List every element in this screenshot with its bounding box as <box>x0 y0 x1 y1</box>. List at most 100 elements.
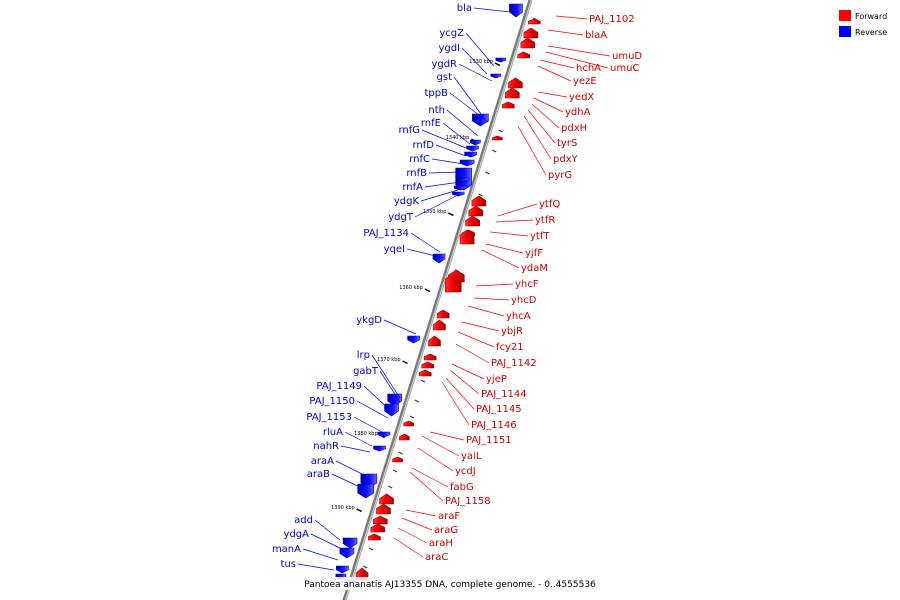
forward-gene-arrow <box>517 51 531 59</box>
reverse-gene-arrow <box>490 73 502 79</box>
forward-gene-leader <box>445 377 475 410</box>
forward-gene-label[interactable]: PAJ_1142 <box>491 358 537 369</box>
reverse-gene-label[interactable]: rnfD <box>413 140 435 151</box>
forward-gene-label[interactable]: yhcD <box>511 295 537 306</box>
reverse-gene-label[interactable]: araB <box>307 469 330 480</box>
forward-gene-label[interactable]: PAJ_1102 <box>589 14 635 25</box>
forward-gene-label[interactable]: fabG <box>450 482 474 493</box>
reverse-gene-leader <box>335 460 367 477</box>
reverse-gene-label[interactable]: rnfE <box>421 118 441 129</box>
reverse-gene-label[interactable]: yqeI <box>384 244 405 255</box>
reverse-gene-label[interactable]: rnfB <box>406 168 427 179</box>
forward-gene-label[interactable]: araC <box>425 552 448 563</box>
backbone-marker <box>485 171 490 175</box>
forward-gene-label[interactable]: PAJ_1145 <box>476 404 522 415</box>
forward-gene-arrow <box>421 361 434 369</box>
reverse-gene-arrow <box>373 445 386 452</box>
reverse-gene-label[interactable]: rnfG <box>398 125 420 136</box>
tick-mark <box>448 212 454 217</box>
forward-gene-label[interactable]: ytfQ <box>539 199 560 210</box>
reverse-gene-arrow <box>377 431 391 438</box>
forward-gene-label[interactable]: ytfT <box>530 231 550 242</box>
reverse-gene-leader <box>461 47 488 75</box>
reverse-gene-leader <box>473 7 511 13</box>
reverse-gene-label[interactable]: ykgD <box>356 315 382 326</box>
reverse-gene-label[interactable]: tppB <box>425 88 449 99</box>
reverse-gene-label[interactable]: ydgT <box>388 212 414 223</box>
forward-gene-label[interactable]: ytfR <box>535 215 555 226</box>
forward-gene-label[interactable]: pdxY <box>553 154 579 165</box>
forward-gene-arrow <box>505 87 520 99</box>
forward-gene-label[interactable]: araF <box>438 511 460 522</box>
reverse-gene-arrow <box>456 177 469 183</box>
forward-gene-label[interactable]: ybjR <box>501 326 523 337</box>
forward-gene-leader <box>411 467 449 488</box>
reverse-gene-label[interactable]: ygdR <box>431 59 457 70</box>
reverse-gene-label[interactable]: araA <box>311 456 334 467</box>
forward-gene-label[interactable]: PAJ_1151 <box>466 435 512 446</box>
forward-gene-arrow <box>523 27 539 39</box>
reverse-gene-label[interactable]: nth <box>428 105 445 116</box>
forward-gene-label[interactable]: ydaM <box>521 263 548 274</box>
reverse-gene-label[interactable]: ydgK <box>394 196 420 207</box>
reverse-gene-label[interactable]: add <box>294 515 313 526</box>
forward-gene-label[interactable]: PAJ_1146 <box>471 420 517 431</box>
forward-gene-label[interactable]: yaiL <box>461 451 482 462</box>
reverse-gene-label[interactable]: nahR <box>313 441 339 452</box>
forward-gene-leader <box>539 59 575 69</box>
forward-gene-label[interactable]: pdxH <box>561 123 587 134</box>
forward-gene-label[interactable]: yedX <box>569 92 594 103</box>
forward-gene-label[interactable]: hchA <box>576 63 601 74</box>
forward-gene-label[interactable]: pyrG <box>548 170 572 181</box>
reverse-gene-label[interactable]: ygdI <box>438 43 460 54</box>
reverse-gene-label[interactable]: tus <box>281 559 296 570</box>
reverse-gene-label[interactable]: bla <box>457 3 472 14</box>
forward-gene-label[interactable]: yezE <box>573 76 597 87</box>
reverse-gene-label[interactable]: rnfA <box>402 182 423 193</box>
reverse-gene-leader <box>340 445 371 453</box>
forward-gene-label[interactable]: ycdJ <box>455 466 476 477</box>
forward-gene-label[interactable]: umuD <box>612 51 642 62</box>
forward-gene-leader <box>523 115 552 160</box>
forward-gene-arrow <box>376 503 391 515</box>
forward-gene-label[interactable]: tyrS <box>557 138 577 149</box>
reverse-gene-label[interactable]: rnfC <box>409 154 430 165</box>
forward-gene-leader <box>489 231 529 237</box>
reverse-gene-label[interactable]: rluA <box>323 427 343 438</box>
reverse-gene-label[interactable]: PAJ_1150 <box>309 396 355 407</box>
reverse-gene-leader <box>310 533 345 551</box>
forward-gene-arrow <box>459 229 475 245</box>
forward-gene-label[interactable]: PAJ_1144 <box>481 389 527 400</box>
backbone-marker <box>363 565 368 569</box>
reverse-gene-label[interactable]: manA <box>272 544 301 555</box>
reverse-gene-label[interactable]: PAJ_1134 <box>363 228 409 239</box>
reverse-gene-label[interactable]: ydgA <box>284 529 310 540</box>
reverse-gene-arrow <box>432 253 446 264</box>
reverse-gene-leader <box>363 385 393 413</box>
forward-gene-label[interactable]: araG <box>434 525 458 536</box>
forward-gene-label[interactable]: ydhA <box>565 107 591 118</box>
forward-gene-label[interactable]: yjfF <box>525 248 543 259</box>
forward-gene-label[interactable]: PAJ_1158 <box>445 496 491 507</box>
tick-label: 1360 kbp <box>399 285 423 291</box>
forward-gene-label[interactable]: yjeP <box>486 374 507 385</box>
reverse-gene-label[interactable]: gabT <box>353 366 379 377</box>
forward-gene-label[interactable]: araH <box>429 538 453 549</box>
reverse-gene-label[interactable]: gst <box>437 72 453 83</box>
forward-gene-label[interactable]: yhcA <box>506 311 531 322</box>
reverse-gene-label[interactable]: lrp <box>357 350 370 361</box>
reverse-gene-label[interactable]: PAJ_1149 <box>316 381 362 392</box>
forward-gene-label[interactable]: blaA <box>585 30 607 41</box>
forward-gene-arrow <box>468 205 484 217</box>
forward-gene-label[interactable]: umuC <box>610 63 639 74</box>
reverse-gene-label[interactable]: PAJ_1153 <box>306 412 352 423</box>
forward-gene-label[interactable]: yhcF <box>515 279 539 290</box>
reverse-gene-label[interactable]: ycgZ <box>439 28 464 39</box>
reverse-gene-leader <box>371 354 401 399</box>
tick-label: 1330 kbp <box>469 59 493 65</box>
backbone-marker <box>492 149 497 153</box>
tick-mark <box>402 360 408 365</box>
legend-reverse-swatch <box>839 26 851 37</box>
forward-gene-label[interactable]: fcy21 <box>496 342 524 353</box>
